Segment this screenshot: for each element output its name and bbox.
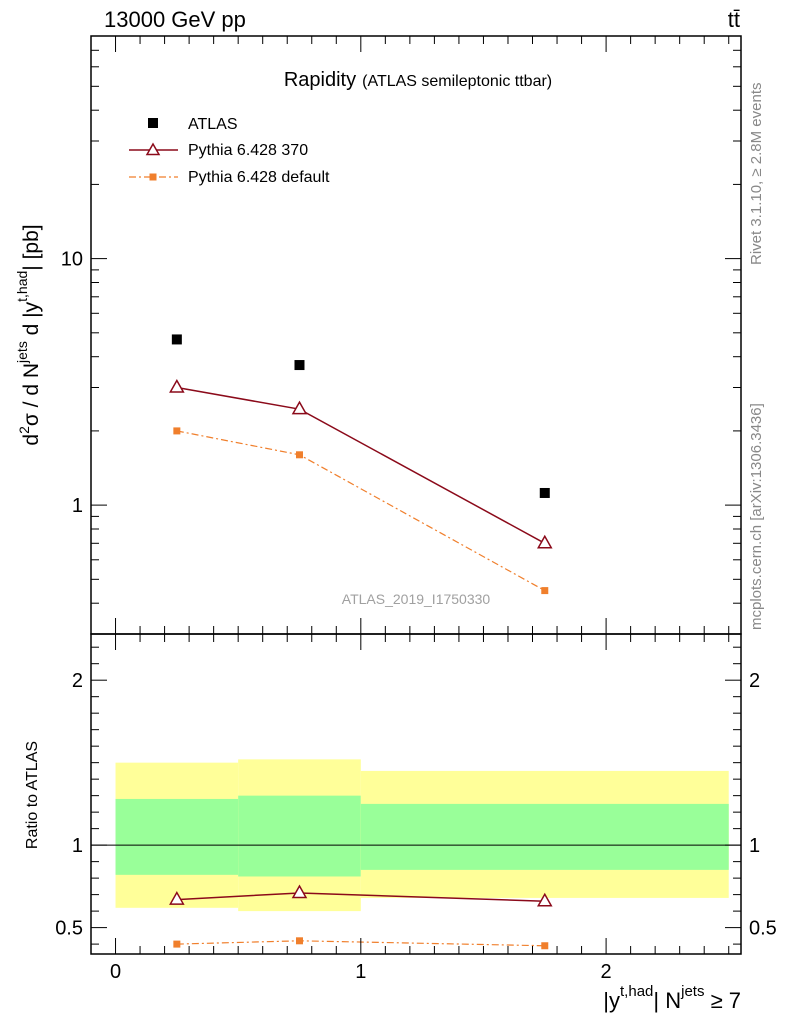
ratio-pythia-default-point	[173, 940, 181, 948]
main-subtitle-text: (ATLAS semileptonic ttbar)	[362, 73, 552, 90]
legend-pythia370-marker	[145, 142, 161, 156]
ratio-y-tick-label: 2	[72, 670, 83, 692]
x-tick-label: 2	[601, 961, 612, 983]
x-tick-label: 1	[355, 961, 366, 983]
ratio-pythia370-point	[536, 892, 553, 907]
pythia370-point	[169, 378, 185, 393]
energy-label: 13000 GeV pp	[104, 7, 246, 32]
legend-pythia370-label: Pythia 6.428 370	[188, 142, 308, 159]
ratio-pythia370-point	[169, 891, 185, 905]
ratio-y-axis-label: Ratio to ATLAS	[24, 741, 41, 849]
ratio-pythia370-point	[291, 884, 308, 899]
legend: ATLAS Pythia 6.428 370 Pythia 6.428 defa…	[129, 116, 330, 186]
ylabel-post: | [pb]	[20, 224, 43, 270]
atlas-data-point	[294, 360, 305, 371]
ratio-y-tick-label-right: 0.5	[749, 918, 777, 940]
ratio-y-ticks: 0.5 0.5 1 1 2 2	[55, 646, 777, 945]
main-y-tick-label: 10	[61, 249, 83, 271]
ratio-uncertainty-bands	[115, 759, 729, 912]
main-plot-content	[169, 334, 553, 595]
pythia-default-point	[295, 451, 303, 459]
pythia370-point	[536, 534, 553, 549]
pythia-default-point	[541, 587, 549, 595]
ratio-y-tick-label-right: 2	[749, 670, 760, 692]
process-label: tt̄	[728, 7, 740, 32]
ratio-pythia-default-point	[541, 942, 549, 950]
ratio-y-tick-label: 1	[72, 835, 83, 857]
legend-pythia-default-marker	[149, 173, 157, 181]
ratio-band-green	[238, 795, 361, 877]
xlabel-post: ≥ 7	[704, 988, 741, 1013]
ratio-pythia-default-point	[295, 937, 303, 945]
ratio-y-tick-label-right: 1	[749, 835, 760, 857]
legend-pythia-default-label: Pythia 6.428 default	[188, 169, 330, 186]
pythia370-point	[291, 400, 308, 415]
ratio-y-tick-label: 0.5	[55, 918, 83, 940]
main-panel: 1 10 Rapidity (ATLAS semileptonic ttbar) A…	[14, 35, 742, 635]
main-y-axis-label: d2σ / d Njets d |yt,had| [pb]	[14, 224, 43, 445]
ylabel-sup3: t,had	[14, 271, 30, 302]
main-title: Rapidity (ATLAS semileptonic ttbar)	[284, 69, 552, 91]
pythia370-line	[176, 386, 546, 544]
ratio-panel-frame	[90, 633, 742, 955]
main-title-text: Rapidity	[284, 69, 356, 91]
rivet-version-text: Rivet 3.1.10, ≥ 2.8M events	[748, 83, 765, 266]
atlas-data-point	[171, 334, 182, 345]
ylabel-sup1: 2	[16, 426, 32, 434]
ratio-band-green	[360, 803, 729, 870]
xlabel-mid: | N	[653, 988, 681, 1013]
main-y-tick-label: 1	[72, 495, 83, 517]
ylabel-mid1: σ / d N	[20, 363, 43, 426]
ratio-band-green	[115, 798, 239, 875]
xlabel-pre: |y	[603, 988, 620, 1013]
ratio-x-ticks: 0 1 2	[110, 634, 730, 983]
main-y-ticks: 1 10	[61, 35, 741, 635]
pythia-default-point	[173, 427, 181, 435]
xlabel-sup2: jets	[680, 983, 704, 1000]
analysis-watermark: ATLAS_2019_I1750330	[342, 591, 491, 607]
ylabel-mid2: d |y	[20, 301, 43, 341]
x-axis-label: |yt,had| Njets ≥ 7	[603, 983, 741, 1013]
main-x-ticks	[115, 36, 730, 634]
pythia-default-line	[176, 430, 546, 592]
legend-atlas-marker	[148, 118, 158, 128]
ylabel-pre: d	[20, 434, 43, 446]
atlas-data-point	[539, 487, 550, 498]
ylabel-sup2: jets	[14, 341, 30, 364]
mcplots-reference-text: mcplots.cern.ch [arXiv:1306.3436]	[748, 403, 765, 630]
xlabel-sup1: t,had	[620, 983, 653, 1000]
ratio-panel: 0.5 0.5 1 1 2 2 0 1 2 Ratio to ATLAS |yt,had| N…	[24, 633, 777, 1013]
x-tick-label: 0	[110, 961, 121, 983]
legend-atlas-label: ATLAS	[188, 116, 238, 133]
ratio-plot-content	[169, 884, 553, 950]
